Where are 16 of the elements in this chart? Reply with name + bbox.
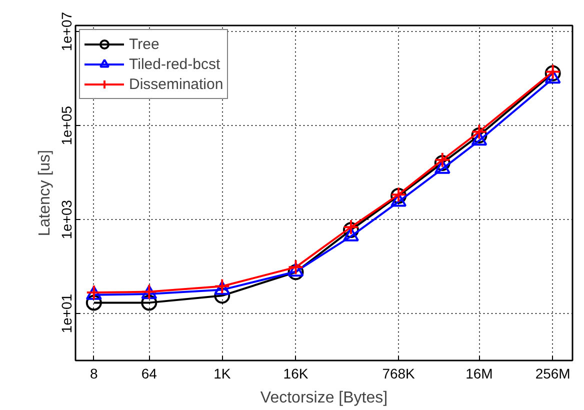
x-tick-label: 8 [90,366,98,382]
x-tick-label: 16K [283,366,309,382]
y-tick-label: 1e+03 [58,200,74,240]
x-tick-label: 256M [535,366,570,382]
x-tick-label: 16M [466,366,493,382]
legend-label: Dissemination [129,76,224,92]
y-tick-label: 1e+01 [58,294,74,334]
y-axis-title: Latency [us] [36,150,54,236]
x-axis-title: Vectorsize [Bytes] [260,390,388,406]
y-tick-label: 1e+07 [58,12,74,52]
legend-label: Tree [129,36,160,52]
x-tick-label: 768K [382,366,416,382]
y-tick-label: 1e+05 [58,106,74,146]
legend-label: Tiled-red-bcst [129,56,220,72]
x-tick-label: 64 [141,366,158,382]
x-tick-label: 1K [214,366,232,382]
